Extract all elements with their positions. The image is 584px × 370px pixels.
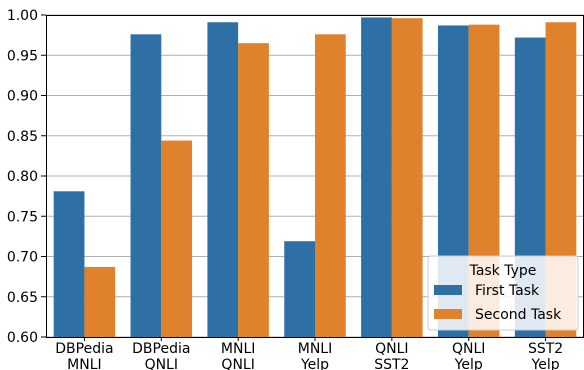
bar-first-task: [207, 22, 239, 338]
bar-second-task: [84, 266, 116, 337]
bar-first-task: [361, 17, 392, 337]
x-tick-label: MNLI: [298, 341, 332, 357]
y-tick-label: 1.00: [7, 8, 38, 24]
x-tick-label: DBPedia: [132, 341, 190, 357]
legend-swatch-first-task: [434, 285, 462, 295]
x-tick-label: SST2: [528, 341, 563, 357]
x-tick-label: Yelp: [300, 357, 329, 370]
y-tick-label: 0.65: [7, 290, 38, 306]
x-tick-label: DBPedia: [55, 341, 113, 357]
x-tick-label: QNLI: [375, 341, 408, 357]
bar-second-task: [238, 43, 269, 338]
y-tick-label: 0.95: [7, 48, 38, 64]
x-tick-label: MNLI: [67, 357, 101, 370]
y-axis: 0.60 0.65 0.70 0.75 0.80 0.85 0.90 0.95 1.00: [7, 8, 46, 346]
legend-label-second-task: Second Task: [475, 307, 562, 323]
y-tick-label: 0.85: [7, 129, 38, 145]
y-tick-label: 0.70: [7, 250, 38, 266]
legend-box: [427, 255, 579, 331]
legend-label-first-task: First Task: [475, 283, 540, 299]
legend-swatch-second-task: [434, 309, 462, 319]
x-tick-label: SST2: [374, 357, 409, 370]
bar-second-task: [161, 140, 193, 337]
bar-second-task: [315, 34, 346, 337]
x-tick-label: QNLI: [145, 357, 178, 370]
y-tick-label: 0.80: [7, 169, 38, 185]
bar-first-task: [53, 191, 85, 337]
x-tick-label: QNLI: [452, 341, 485, 357]
legend-title: Task Type: [469, 263, 537, 279]
bar-first-task: [130, 34, 162, 337]
x-axis: DBPediaMNLIDBPediaQNLIMNLIQNLIMNLIYelpQN…: [55, 337, 563, 370]
bar-second-task: [391, 18, 423, 337]
x-tick-label: Yelp: [454, 357, 483, 370]
y-tick-label: 0.75: [7, 209, 38, 225]
bar-first-task: [284, 241, 315, 337]
x-tick-label: QNLI: [221, 357, 254, 370]
y-tick-label: 0.90: [7, 89, 38, 105]
legend: Task Type First Task Second Task: [427, 255, 579, 331]
x-tick-label: Yelp: [531, 357, 560, 370]
x-tick-label: MNLI: [221, 341, 255, 357]
y-tick-label: 0.60: [7, 330, 38, 346]
